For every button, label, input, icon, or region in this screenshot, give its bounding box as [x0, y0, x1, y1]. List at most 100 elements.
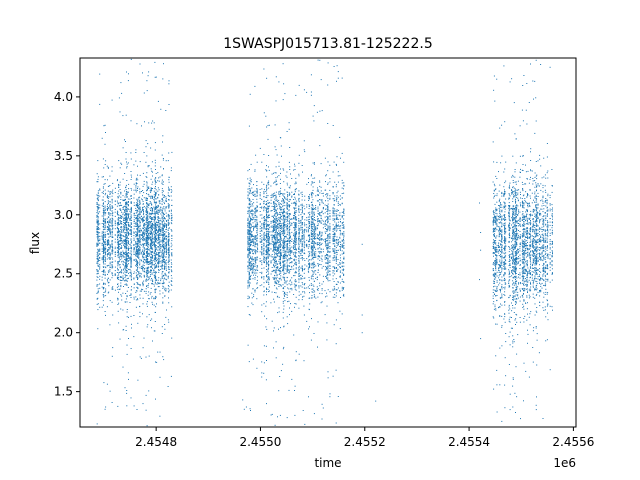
data-point: [168, 233, 170, 234]
data-point: [162, 158, 164, 159]
data-point: [125, 217, 127, 219]
data-point: [145, 239, 147, 241]
data-point: [123, 252, 125, 253]
data-point: [150, 244, 152, 245]
data-point: [117, 244, 119, 246]
data-point: [145, 256, 147, 258]
data-point: [117, 304, 119, 305]
data-point: [278, 246, 280, 247]
data-point: [154, 259, 156, 261]
data-point: [165, 196, 167, 198]
data-point: [111, 265, 113, 267]
data-point: [163, 213, 165, 215]
data-point: [154, 253, 156, 255]
data-point: [96, 270, 98, 272]
data-point: [164, 203, 165, 205]
data-point: [339, 275, 341, 277]
data-point: [146, 270, 148, 272]
data-point: [263, 208, 265, 210]
data-point: [170, 266, 172, 268]
data-point: [120, 210, 122, 211]
data-point: [147, 225, 149, 227]
data-point: [122, 260, 124, 262]
data-point: [152, 267, 153, 269]
data-point: [294, 165, 296, 167]
data-point: [118, 248, 120, 250]
data-point: [151, 262, 153, 264]
data-point: [274, 202, 276, 204]
data-point: [145, 280, 147, 282]
data-point: [120, 282, 122, 284]
data-point: [102, 196, 104, 198]
data-point: [122, 277, 124, 279]
data-point: [126, 284, 128, 286]
data-point: [161, 275, 163, 277]
data-point: [341, 217, 343, 219]
data-point: [117, 240, 119, 242]
data-point: [137, 277, 139, 279]
data-point: [129, 295, 131, 296]
data-point: [104, 143, 106, 145]
data-point: [104, 271, 106, 273]
data-point: [298, 238, 300, 240]
data-point: [107, 248, 109, 250]
data-point: [167, 238, 169, 240]
data-point: [101, 231, 103, 233]
data-point: [288, 210, 290, 212]
data-point: [108, 213, 110, 215]
data-point: [168, 224, 170, 225]
data-point: [261, 271, 263, 273]
data-point: [118, 97, 120, 99]
data-point: [109, 324, 111, 326]
data-point: [135, 190, 137, 191]
data-point: [336, 65, 338, 67]
data-point: [278, 249, 280, 251]
data-point: [165, 266, 167, 268]
data-point: [136, 261, 138, 263]
data-point: [160, 246, 162, 248]
data-point: [111, 253, 113, 255]
data-point: [265, 207, 267, 209]
data-point: [283, 225, 285, 227]
data-point: [274, 221, 276, 223]
data-point: [139, 275, 141, 277]
data-point: [138, 252, 140, 254]
data-point: [96, 198, 98, 200]
data-point: [124, 387, 126, 389]
data-point: [127, 250, 129, 251]
data-point: [104, 227, 106, 229]
data-point: [343, 192, 345, 194]
data-point: [161, 326, 163, 328]
data-point: [309, 252, 311, 254]
data-point: [96, 229, 98, 230]
data-point: [125, 284, 127, 286]
data-point: [118, 271, 120, 273]
data-point: [137, 235, 139, 236]
data-point: [146, 238, 148, 239]
data-point: [124, 252, 126, 254]
data-point: [117, 235, 119, 237]
data-point: [143, 256, 145, 258]
data-point: [112, 215, 114, 217]
data-point: [99, 195, 101, 197]
data-point: [117, 283, 119, 285]
data-point: [123, 244, 125, 246]
data-point: [124, 225, 126, 227]
data-point: [304, 223, 306, 225]
data-point: [247, 178, 249, 180]
data-point: [126, 206, 128, 208]
data-point: [148, 229, 150, 231]
data-point: [155, 257, 157, 259]
data-point: [131, 207, 132, 209]
data-point: [136, 283, 138, 285]
data-point: [126, 295, 128, 297]
data-point: [306, 287, 308, 289]
data-point: [154, 298, 156, 300]
data-point: [152, 217, 154, 219]
data-point: [145, 241, 147, 243]
data-point: [102, 255, 104, 257]
data-point: [163, 246, 164, 248]
data-point: [160, 269, 162, 270]
data-point: [137, 255, 138, 257]
data-point: [267, 253, 269, 255]
